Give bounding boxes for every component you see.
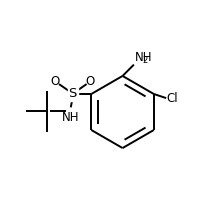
Text: NH: NH [135,51,152,64]
Text: 2: 2 [143,56,148,65]
Text: O: O [51,75,60,88]
Text: S: S [69,88,77,101]
Text: Cl: Cl [167,92,178,105]
Text: O: O [86,75,95,88]
Text: NH: NH [62,112,80,125]
